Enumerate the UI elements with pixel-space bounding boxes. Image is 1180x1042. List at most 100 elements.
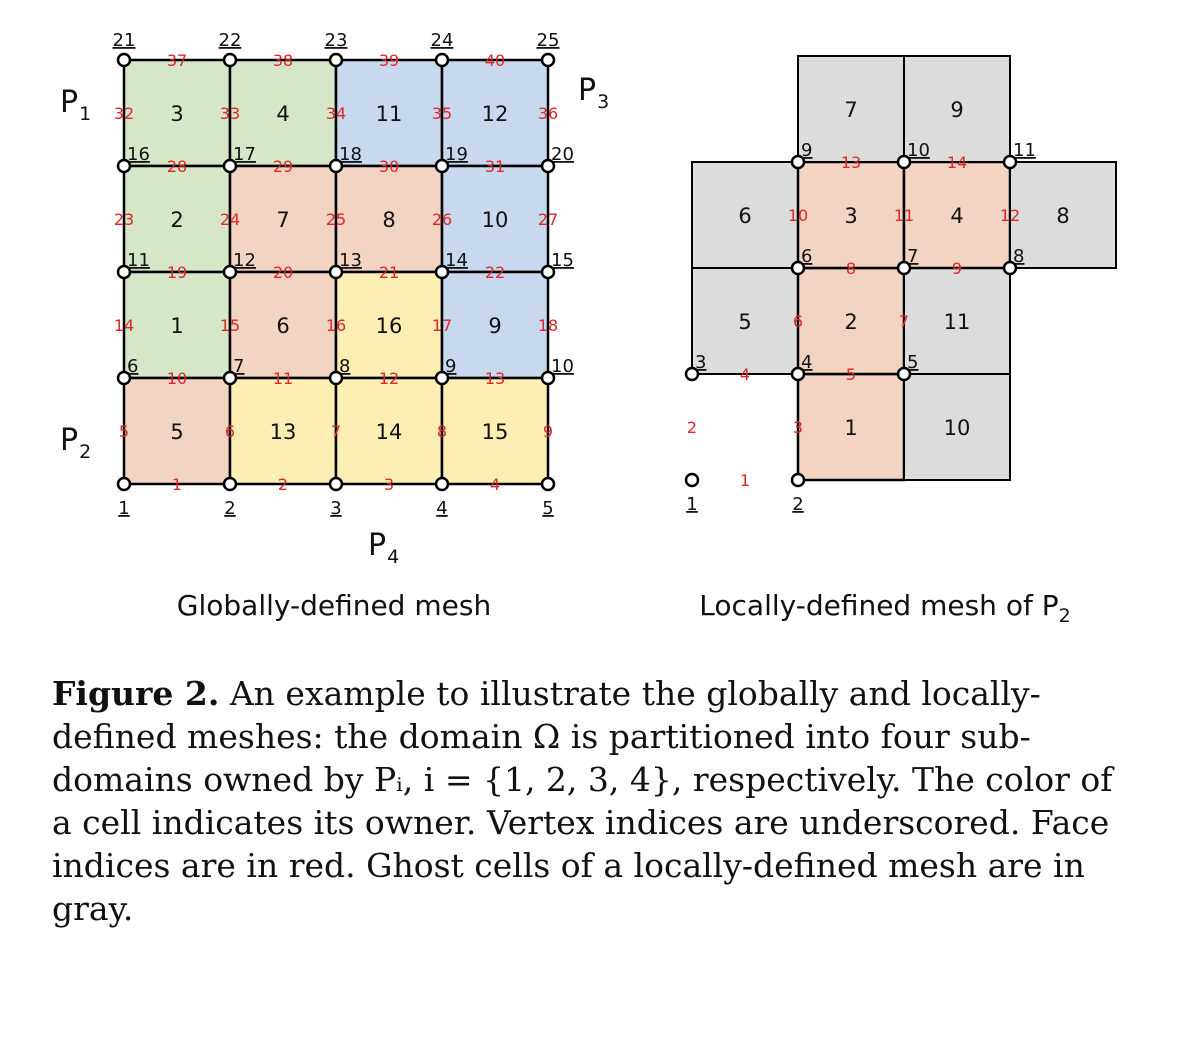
- vertex-dot: [434, 52, 450, 68]
- vertex-dot: [116, 158, 132, 174]
- global-cell-label: 14: [376, 420, 403, 444]
- global-vertex-label: 15: [551, 250, 574, 271]
- local-face-label: 1: [740, 471, 750, 490]
- vertex-dot: [222, 476, 238, 492]
- global-cell-label: 12: [482, 102, 509, 126]
- global-face-label: 23: [114, 210, 134, 229]
- local-face-label: 10: [788, 206, 808, 225]
- global-cell: [228, 164, 338, 274]
- global-face-label: 32: [114, 104, 134, 123]
- local-cell-label: 2: [844, 310, 857, 334]
- global-vertex-label: 13: [339, 250, 362, 271]
- vertex-dot: [790, 154, 806, 170]
- global-cell-label: 10: [482, 208, 509, 232]
- vertex-dot: [790, 366, 806, 382]
- global-face-label: 29: [273, 157, 293, 176]
- local-face-label: 8: [846, 259, 856, 278]
- global-face-label: 18: [538, 316, 558, 335]
- global-vertex-label: 17: [233, 144, 256, 165]
- global-vertex-label: 1: [118, 498, 129, 519]
- vertex-dot: [222, 370, 238, 386]
- global-face-label: 28: [167, 157, 187, 176]
- global-face-label: 13: [485, 369, 505, 388]
- global-face-label: 25: [326, 210, 346, 229]
- global-cell-label: 6: [276, 314, 289, 338]
- local-vertex-label: 1: [686, 494, 697, 515]
- local-face-label: 13: [841, 153, 861, 172]
- vertex-dot: [434, 158, 450, 174]
- global-vertex-label: 21: [113, 30, 136, 51]
- vertex-dot: [1002, 260, 1018, 276]
- local-vertex-label: 7: [907, 246, 918, 267]
- global-cell: [122, 376, 232, 486]
- vertex-dot: [540, 52, 556, 68]
- global-face-label: 3: [384, 475, 394, 494]
- global-face-label: 9: [543, 422, 553, 441]
- global-face-label: 11: [273, 369, 293, 388]
- global-vertex-label: 14: [445, 250, 468, 271]
- local-vertex-label: 3: [695, 352, 706, 373]
- global-face-label: 15: [220, 316, 240, 335]
- vertex-dot: [540, 158, 556, 174]
- vertex-dot: [896, 366, 912, 382]
- local-vertex-label: 6: [801, 246, 812, 267]
- local-face-label: 11: [894, 206, 914, 225]
- local-face-label: 6: [793, 312, 803, 331]
- vertex-dot: [896, 260, 912, 276]
- global-vertex-label: 11: [127, 250, 150, 271]
- local-cell-label: 10: [944, 416, 971, 440]
- vertex-dot: [222, 52, 238, 68]
- global-cell-label: 13: [270, 420, 297, 444]
- global-face-label: 17: [432, 316, 452, 335]
- local-cell-label: 4: [950, 204, 963, 228]
- global-vertex-label: 22: [219, 30, 242, 51]
- ghost-cell: [903, 373, 1011, 481]
- p2-label: P2: [60, 423, 91, 463]
- local-cell-label: 3: [844, 204, 857, 228]
- vertex-dot: [222, 158, 238, 174]
- global-vertex-label: 20: [551, 144, 574, 165]
- vertex-dot: [790, 260, 806, 276]
- global-cell: [228, 376, 338, 486]
- global-cell-label: 4: [276, 102, 289, 126]
- global-cell: [440, 164, 550, 274]
- global-face-label: 12: [379, 369, 399, 388]
- local-cell-label: 1: [844, 416, 857, 440]
- vertex-dot: [684, 366, 700, 382]
- global-cell-label: 9: [488, 314, 501, 338]
- global-face-label: 30: [379, 157, 399, 176]
- vertex-dot: [328, 52, 344, 68]
- global-vertex-label: 4: [436, 498, 447, 519]
- global-face-label: 8: [437, 422, 447, 441]
- local-vertex-label: 11: [1013, 140, 1036, 161]
- vertex-dot: [328, 158, 344, 174]
- global-face-label: 39: [379, 51, 399, 70]
- global-face-label: 34: [326, 104, 346, 123]
- global-cell-label: 1: [170, 314, 183, 338]
- local-mesh-title: Locally-defined mesh of P2: [699, 589, 1070, 627]
- local-vertex-label: 5: [907, 352, 918, 373]
- local-face-label: 9: [952, 259, 962, 278]
- figure-caption: Figure 2. An example to illustrate the g…: [52, 672, 1142, 930]
- global-cell: [440, 270, 550, 380]
- global-vertex-label: 5: [542, 498, 553, 519]
- global-face-label: 36: [538, 104, 558, 123]
- vertex-dot: [116, 370, 132, 386]
- vertex-dot: [434, 264, 450, 280]
- global-face-label: 35: [432, 104, 452, 123]
- global-cell: [440, 58, 550, 168]
- ghost-cell: [691, 161, 799, 269]
- global-vertex-label: 10: [551, 356, 574, 377]
- global-face-label: 20: [273, 263, 293, 282]
- local-face-label: 12: [1000, 206, 1020, 225]
- global-vertex-label: 7: [233, 356, 244, 377]
- vertex-dot: [222, 264, 238, 280]
- vertex-dot: [116, 52, 132, 68]
- vertex-dot: [540, 476, 556, 492]
- global-cell-label: 15: [482, 420, 509, 444]
- global-cell: [228, 270, 338, 380]
- ghost-cell: [903, 55, 1011, 163]
- local-face-label: 14: [947, 153, 967, 172]
- global-vertex-label: 18: [339, 144, 362, 165]
- caption-label: Figure 2.: [52, 674, 220, 713]
